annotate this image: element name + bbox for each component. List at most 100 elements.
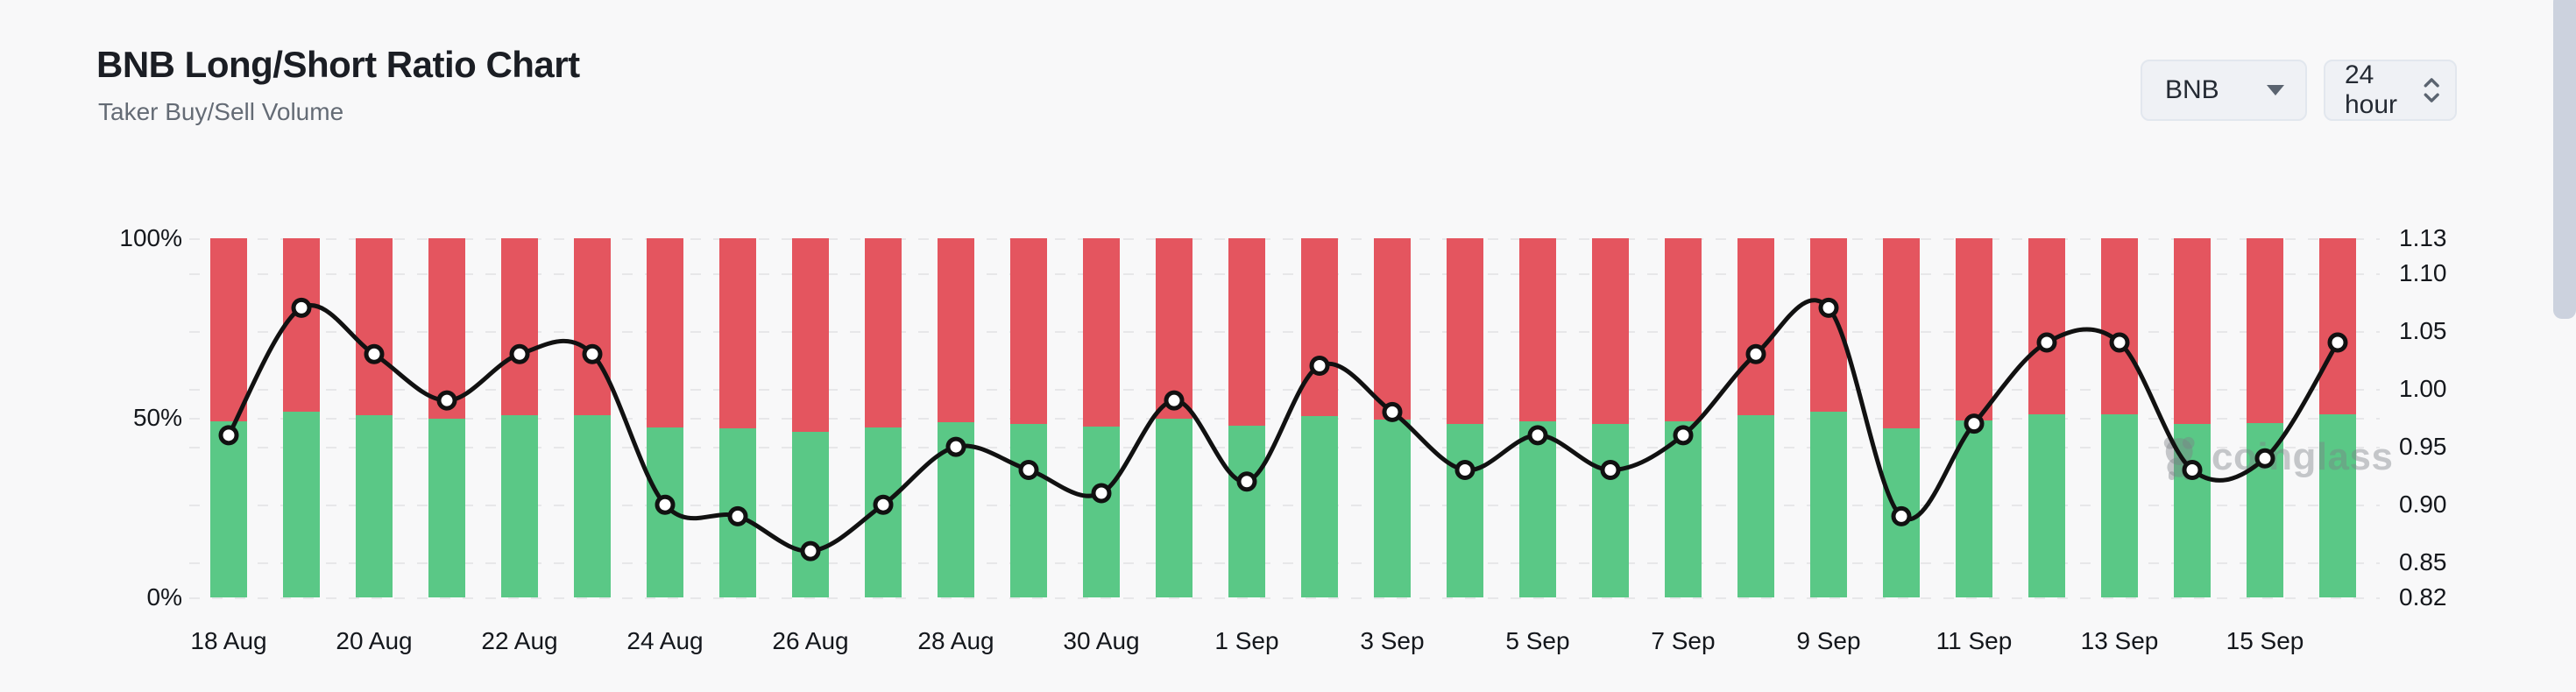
bar-column[interactable]	[1592, 238, 1629, 597]
ratio-point[interactable]	[1673, 425, 1694, 446]
x-axis-label: 24 Aug	[626, 627, 704, 654]
sell-segment	[574, 238, 611, 416]
buy-segment	[428, 419, 465, 597]
sell-segment	[1228, 238, 1265, 426]
bar-column[interactable]	[1737, 238, 1774, 597]
watermark-text: coinglass	[2212, 435, 2394, 478]
sell-segment	[2174, 238, 2211, 425]
bar-column[interactable]	[1228, 238, 1265, 597]
bar-column[interactable]	[2319, 238, 2356, 597]
buy-segment	[1228, 425, 1265, 597]
ratio-point[interactable]	[291, 297, 312, 318]
sell-segment	[1010, 238, 1047, 425]
ratio-point[interactable]	[1018, 460, 1039, 481]
x-axis-label: 13 Sep	[2080, 627, 2159, 654]
ratio-point[interactable]	[1382, 401, 1403, 422]
y-axis-label-left: 50%	[132, 404, 182, 431]
bar-column[interactable]	[574, 238, 611, 597]
bar-column[interactable]	[1810, 238, 1847, 597]
sell-segment	[1737, 238, 1774, 416]
symbol-select-value: BNB	[2165, 75, 2219, 104]
sell-segment	[356, 238, 393, 416]
ratio-point[interactable]	[2327, 332, 2348, 353]
x-axis-label: 22 Aug	[481, 627, 558, 654]
sell-segment	[1301, 238, 1338, 416]
buy-segment	[1010, 424, 1047, 597]
ratio-point[interactable]	[509, 343, 530, 364]
bar-column[interactable]	[792, 238, 829, 597]
buy-segment	[2101, 413, 2138, 597]
ratio-point[interactable]	[2109, 332, 2130, 353]
bar-column[interactable]	[2028, 238, 2065, 597]
ratio-point[interactable]	[364, 343, 385, 364]
x-axis-label: 28 Aug	[917, 627, 994, 654]
y-axis-label-right: 1.10	[2399, 258, 2447, 286]
interval-select[interactable]: 24 hour	[2324, 60, 2457, 121]
ratio-point[interactable]	[727, 505, 748, 526]
bar-column[interactable]	[1301, 238, 1338, 597]
ratio-point[interactable]	[1818, 297, 1839, 318]
bar-column[interactable]	[1156, 238, 1192, 597]
buy-segment	[1301, 415, 1338, 597]
scrollbar-thumb[interactable]	[2553, 0, 2576, 319]
symbol-select[interactable]: BNB	[2141, 60, 2307, 121]
ratio-point[interactable]	[218, 425, 239, 446]
ratio-point[interactable]	[1600, 460, 1621, 481]
bar-column[interactable]	[1447, 238, 1483, 597]
ratio-point[interactable]	[436, 390, 457, 411]
ratio-point[interactable]	[1236, 471, 1257, 492]
x-axis-label: 30 Aug	[1063, 627, 1140, 654]
ratio-point[interactable]	[1745, 343, 1766, 364]
bar-column[interactable]	[501, 238, 538, 597]
buy-segment	[1956, 420, 1992, 597]
ratio-point[interactable]	[1309, 355, 1330, 376]
ratio-point[interactable]	[1527, 425, 1548, 446]
ratio-point[interactable]	[582, 343, 603, 364]
ratio-point[interactable]	[655, 494, 676, 515]
sell-segment	[647, 238, 683, 427]
sell-segment	[2028, 238, 2065, 414]
sell-segment	[1883, 238, 1920, 428]
ratio-point[interactable]	[1964, 413, 1985, 434]
x-axis-label: 20 Aug	[336, 627, 413, 654]
sell-segment	[1956, 238, 1992, 421]
sell-segment	[938, 238, 974, 423]
ratio-point[interactable]	[1891, 505, 1912, 526]
sell-segment	[1665, 238, 1702, 422]
buy-segment	[1083, 426, 1120, 597]
y-axis-label-left: 100%	[119, 224, 182, 251]
gridline	[189, 505, 2380, 507]
bar-column[interactable]	[1665, 238, 1702, 597]
page-title: BNB Long/Short Ratio Chart	[96, 44, 580, 85]
buy-segment	[1737, 415, 1774, 597]
x-axis-label: 18 Aug	[190, 627, 267, 654]
sell-segment	[210, 238, 247, 422]
ratio-point[interactable]	[873, 494, 894, 515]
buy-segment	[283, 412, 320, 597]
bar-column[interactable]	[428, 238, 465, 597]
ratio-point[interactable]	[945, 436, 966, 457]
gridline	[189, 238, 2380, 240]
ratio-point[interactable]	[1091, 483, 1112, 504]
bar-column[interactable]	[1519, 238, 1556, 597]
bar-column[interactable]	[1083, 238, 1120, 597]
bar-column[interactable]	[2101, 238, 2138, 597]
bar-column[interactable]	[1956, 238, 1992, 597]
ratio-point[interactable]	[2182, 460, 2203, 481]
bar-column[interactable]	[1374, 238, 1411, 597]
ratio-point[interactable]	[2036, 332, 2057, 353]
chevron-up-down-icon	[2424, 78, 2439, 102]
bar-column[interactable]	[210, 238, 247, 597]
bar-column[interactable]	[283, 238, 320, 597]
y-axis-label-right: 0.82	[2399, 583, 2447, 611]
ratio-point[interactable]	[1454, 460, 1476, 481]
ratio-point[interactable]	[2254, 448, 2275, 469]
bar-column[interactable]	[1010, 238, 1047, 597]
bar-column[interactable]	[356, 238, 393, 597]
buy-segment	[2028, 413, 2065, 597]
ratio-point[interactable]	[800, 540, 821, 561]
buy-segment	[792, 431, 829, 597]
sell-segment	[792, 238, 829, 432]
sell-segment	[1810, 238, 1847, 413]
ratio-point[interactable]	[1164, 390, 1185, 411]
